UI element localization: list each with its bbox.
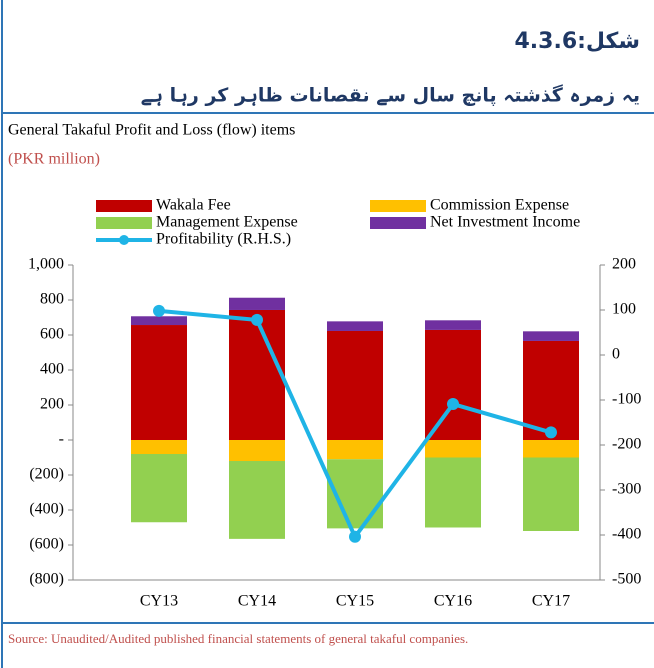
- bar: [229, 309, 285, 440]
- bar: [425, 457, 481, 528]
- y2-tick-label: -400: [612, 526, 641, 543]
- legend-marker: [119, 235, 129, 245]
- x-tick-label: CY15: [336, 593, 374, 610]
- y-tick-label: (800): [29, 571, 64, 588]
- y2-tick-label: -300: [612, 481, 641, 498]
- bar: [327, 330, 383, 440]
- legend-label: Wakala Fee: [156, 197, 231, 214]
- y-tick-label: (400): [29, 501, 64, 518]
- source: Source: Unaudited/Audited published fina…: [8, 631, 468, 646]
- bar: [523, 457, 579, 531]
- chart-title: General Takaful Profit and Loss (flow) i…: [8, 122, 295, 139]
- x-tick-label: CY16: [434, 593, 472, 610]
- line-marker: [349, 530, 361, 543]
- bar: [327, 440, 383, 460]
- bar: [131, 325, 187, 440]
- bar: [523, 340, 579, 440]
- y-tick-label: (200): [29, 466, 64, 483]
- x-tick-label: CY17: [532, 593, 570, 610]
- y-tick-label: 600: [40, 326, 64, 343]
- y2-tick-label: 200: [612, 256, 636, 273]
- bar: [425, 329, 481, 440]
- y2-tick-label: 100: [612, 301, 636, 318]
- legend-label: Net Investment Income: [430, 214, 580, 231]
- y2-tick-label: -100: [612, 391, 641, 408]
- bar: [131, 316, 187, 326]
- bar: [229, 461, 285, 539]
- y2-tick-label: -500: [612, 571, 641, 588]
- y-tick-label: -: [59, 431, 64, 448]
- legend-swatch: [370, 217, 426, 229]
- caption: یہ زمرہ گذشتہ پانچ سال سے نقصانات ظاہر ک…: [141, 84, 640, 107]
- bar: [327, 321, 383, 331]
- legend-swatch: [370, 200, 426, 212]
- chart-subtitle: (PKR million): [8, 151, 100, 168]
- legend-label: Management Expense: [156, 214, 298, 231]
- bar: [425, 320, 481, 330]
- legend-label: Commission Expense: [430, 197, 569, 214]
- legend-label: Profitability (R.H.S.): [156, 231, 291, 248]
- bar: [523, 331, 579, 341]
- legend-swatch: [96, 217, 152, 229]
- bar: [229, 297, 285, 310]
- y2-tick-label: -200: [612, 436, 641, 453]
- bar: [229, 440, 285, 461]
- y-tick-label: 1,000: [28, 256, 64, 273]
- x-tick-label: CY14: [238, 593, 276, 610]
- figure-label: شکل:4.3.6: [514, 29, 640, 54]
- line-marker: [153, 304, 165, 317]
- line-marker: [447, 398, 459, 411]
- y-tick-label: 400: [40, 361, 64, 378]
- line-marker: [251, 313, 263, 326]
- legend-swatch: [96, 200, 152, 212]
- y2-tick-label: 0: [612, 346, 620, 363]
- x-tick-label: CY13: [140, 593, 178, 610]
- y-tick-label: 200: [40, 396, 64, 413]
- bar: [425, 440, 481, 458]
- y-tick-label: 800: [40, 291, 64, 308]
- y-tick-label: (600): [29, 536, 64, 553]
- line-marker: [545, 426, 557, 439]
- bar: [131, 454, 187, 523]
- bar: [131, 440, 187, 454]
- bar: [523, 440, 579, 458]
